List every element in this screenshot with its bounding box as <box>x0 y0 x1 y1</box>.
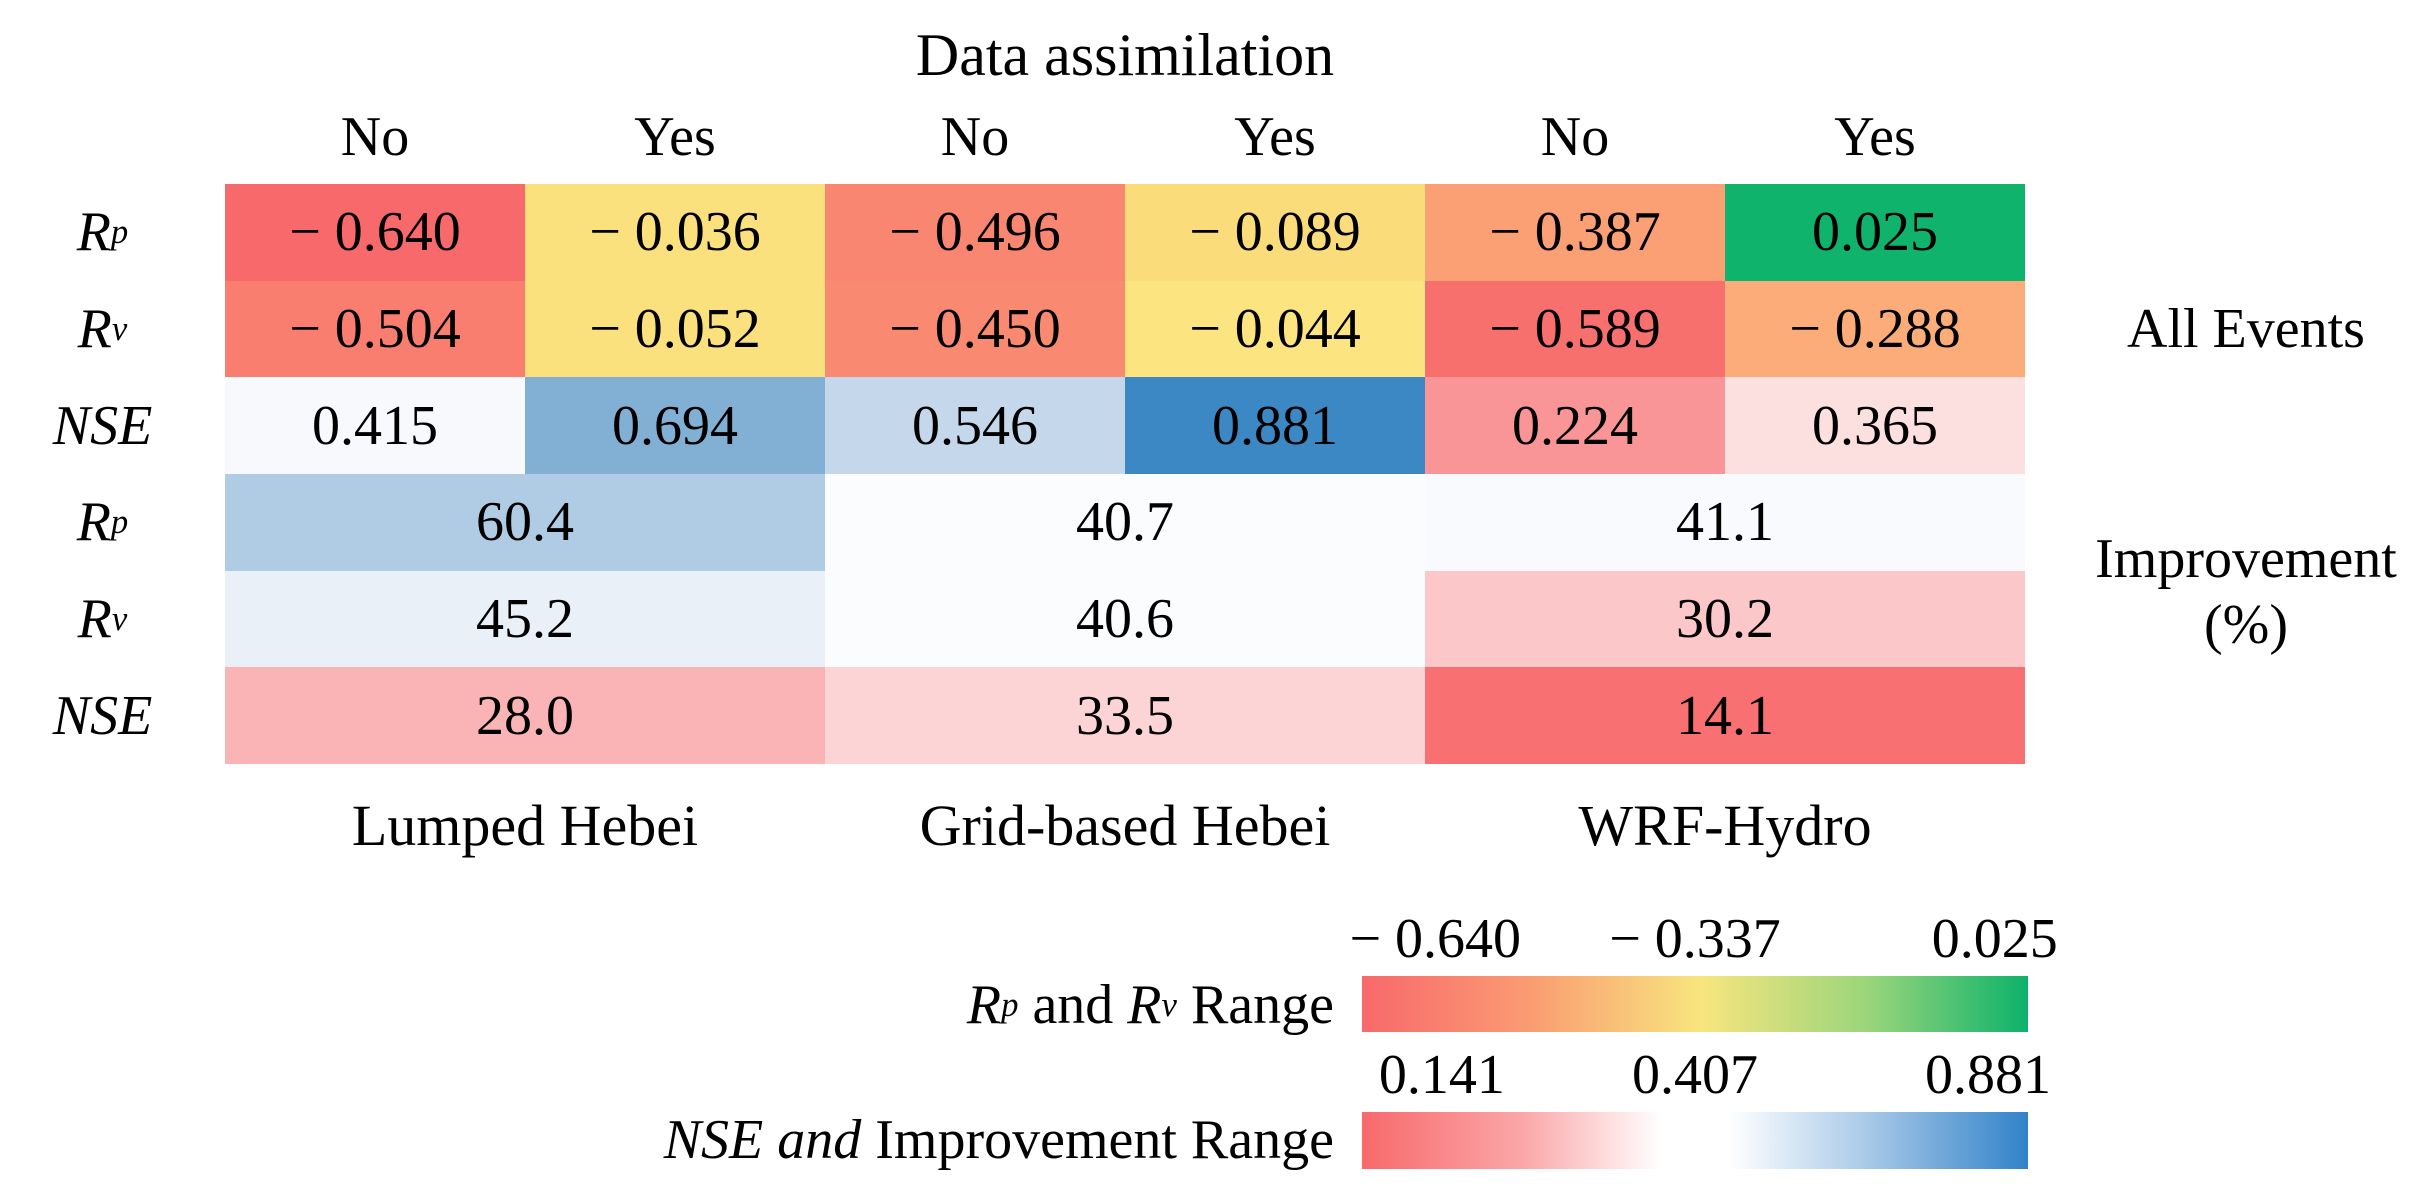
model-labels-row: Lumped Hebei Grid-based Hebei WRF-Hydro <box>225 794 2025 858</box>
label-part: R <box>77 297 112 360</box>
column-headers-row: No Yes No Yes No Yes <box>225 100 2025 174</box>
heatmap-cell: − 0.496 <box>825 184 1125 281</box>
heatmap-cell: 0.224 <box>1425 377 1725 474</box>
colorbar-tick: 0.141 <box>1378 1044 1505 1106</box>
heatmap-cell: 60.4 <box>225 473 825 571</box>
column-header-1: Yes <box>634 106 716 168</box>
heatmap-cell: 30.2 <box>1425 570 2025 668</box>
figure-title: Data assimilation <box>915 22 1335 88</box>
label-part: NSE <box>52 394 153 457</box>
colorbar-ticks-rp-rv: − 0.640 − 0.337 0.025 <box>1349 908 2057 970</box>
heatmap-cell: 0.025 <box>1725 184 2025 281</box>
model-label-2: WRF-Hydro <box>1578 793 1872 858</box>
colorbar-tick: − 0.640 <box>1349 908 1522 970</box>
heatmap-cell: 40.7 <box>825 473 1425 571</box>
row-label-nse: NSE <box>0 377 205 474</box>
label-part: R <box>966 974 1002 1036</box>
heatmap-cell: − 0.387 <box>1425 184 1725 281</box>
heatmap-cell: 0.694 <box>525 377 825 474</box>
heatmap-cell: − 0.044 <box>1125 280 1425 378</box>
heatmap-cell: 40.6 <box>825 570 1425 668</box>
heatmap-cell: 28.0 <box>225 667 825 764</box>
model-label-1: Grid-based Hebei <box>919 793 1331 858</box>
label-part: R <box>1127 974 1162 1036</box>
group-label-improvement: Improvement (%) <box>2060 474 2432 710</box>
heatmap-cell: 0.365 <box>1725 377 2025 474</box>
heatmap-grid: − 0.640− 0.036− 0.496− 0.089− 0.387 0.025… <box>225 184 2025 764</box>
column-header-0: No <box>340 106 410 168</box>
group-label-improvement-line1: Improvement <box>2095 528 2397 590</box>
heatmap-cell: 14.1 <box>1425 667 2025 764</box>
heatmap-cell: 0.881 <box>1125 377 1425 474</box>
label-part: R <box>76 491 111 554</box>
colorbar-tick: 0.025 <box>1931 908 2058 970</box>
heatmap-cell: 0.415 <box>225 377 525 474</box>
heatmap-cell: − 0.589 <box>1425 280 1725 378</box>
heatmap-cell: 0.546 <box>825 377 1125 474</box>
model-label-0: Lumped Hebei <box>351 793 699 858</box>
heatmap-cell: 33.5 <box>825 667 1425 764</box>
label-part: and <box>1018 974 1128 1036</box>
row-label-nse: NSE <box>0 667 205 764</box>
column-header-2: No <box>940 106 1010 168</box>
label-part: Improvement Range <box>875 1109 1334 1171</box>
colorbar-ticks-nse-improvement: 0.141 0.407 0.881 <box>1362 1044 2051 1106</box>
heatmap-cell: − 0.288 <box>1725 280 2025 378</box>
colorbar-label-nse-improvement: NSE and Improvement Range <box>600 1107 1334 1173</box>
heatmap-cell: 41.1 <box>1425 473 2025 571</box>
label-part: R <box>76 201 111 264</box>
heatmap-cell: − 0.450 <box>825 280 1125 378</box>
colorbar-tick: − 0.337 <box>1609 908 1781 970</box>
colorbar-tick: 0.407 <box>1632 1044 1758 1106</box>
column-header-4: No <box>1540 106 1610 168</box>
heatmap-cell: 45.2 <box>225 570 825 668</box>
label-part: NSE <box>52 684 153 747</box>
colorbar-rp-rv <box>1362 976 2028 1032</box>
colorbar-nse-improvement <box>1362 1112 2028 1169</box>
label-part: NSE and <box>663 1109 876 1171</box>
label-part: Range <box>1176 974 1334 1036</box>
heatmap-cell: − 0.089 <box>1125 184 1425 281</box>
colorbar-tick: 0.881 <box>1925 1044 2052 1106</box>
heatmap-cell: − 0.052 <box>525 280 825 378</box>
heatmap-cell: − 0.640 <box>225 184 525 281</box>
group-label-all-events: All Events <box>2127 298 2365 360</box>
heatmap-cell: − 0.036 <box>525 184 825 281</box>
column-header-5: Yes <box>1834 106 1916 168</box>
group-label-improvement-line2: (%) <box>2204 594 2288 656</box>
heatmap-cell: − 0.504 <box>225 280 525 378</box>
column-header-3: Yes <box>1234 106 1316 168</box>
label-part: R <box>77 587 112 650</box>
